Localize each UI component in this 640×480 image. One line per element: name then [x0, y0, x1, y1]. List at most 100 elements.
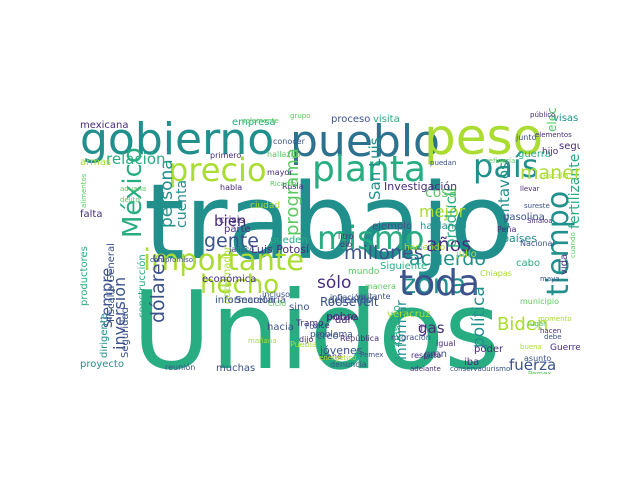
word-86: armas [80, 157, 112, 168]
word-49: visas [553, 113, 579, 124]
word-109: respeto [411, 351, 442, 360]
word-16: acuerdo [409, 248, 486, 270]
word-127: alimentos [80, 173, 88, 208]
word-61: gran [424, 349, 447, 360]
word-88: Tramo [296, 319, 324, 329]
word-103: Guerrero [550, 343, 580, 353]
word-64: hacia [267, 322, 294, 333]
word-140: hallazgo [267, 150, 301, 159]
word-99: Puebla [290, 340, 317, 349]
word-150: Pemex [528, 370, 552, 375]
word-120: hacen [540, 327, 562, 335]
word-52: gasolina [503, 212, 545, 223]
word-71: información [215, 295, 275, 306]
word-132: primera [327, 313, 359, 322]
word-105: adelante [410, 365, 441, 373]
word-36: cosa [425, 185, 458, 201]
word-93: primero [210, 151, 242, 160]
word-0: trabajo [144, 161, 514, 283]
word-7: precio [168, 151, 267, 189]
word-130: migración [391, 333, 431, 342]
word-47: visita [373, 114, 400, 125]
word-107: denuncia [330, 360, 367, 369]
word-90: Jalisco [229, 245, 255, 254]
word-125: delito [120, 196, 140, 204]
word-76: problema [310, 330, 353, 340]
word-70: Secretaría [235, 295, 287, 306]
word-87: productores [80, 246, 90, 306]
word-43: Investigación [384, 180, 458, 193]
word-97: pueden [270, 235, 308, 246]
word-19: gente [204, 230, 259, 252]
word-55: ejemplo [372, 221, 413, 232]
word-10: hecho [200, 270, 280, 300]
word-147: energético [319, 354, 357, 362]
word-37: bien [214, 212, 247, 230]
word-28: fuerza [509, 356, 557, 374]
word-67: proyecto [80, 359, 124, 370]
word-142: Pemex [360, 351, 384, 359]
word-152: cuando [569, 232, 577, 258]
word-148: mañana [248, 337, 277, 345]
word-45: empresa [232, 117, 276, 128]
word-46: proceso [331, 114, 371, 125]
word-40: Roosevelt [320, 295, 379, 309]
word-145: municipio [520, 297, 559, 306]
word-12: toda [399, 263, 481, 304]
word-116: llevar [520, 185, 540, 193]
word-23: manera [520, 162, 580, 184]
word-26: años [426, 234, 472, 256]
word-8: importante [143, 243, 305, 277]
word-2: gobierno [80, 114, 275, 165]
word-50: seguir [559, 141, 580, 152]
word-138: público [530, 111, 556, 119]
word-92: habla [220, 183, 243, 192]
word-82: dar [335, 315, 352, 326]
word-110: igual [436, 339, 456, 348]
word-42: Fiscalía General [106, 243, 117, 322]
word-137: litro [338, 232, 354, 241]
word-122: visitante [356, 292, 391, 301]
word-155: Fox [305, 322, 319, 331]
word-75: veracruz [387, 309, 431, 320]
word-115: Peña [497, 225, 517, 234]
word-1: Unidos [132, 269, 501, 375]
word-153: solamente [242, 117, 279, 125]
word-72: construcción [137, 254, 148, 318]
word-27: política [469, 286, 489, 348]
word-118: Sinaloa [527, 217, 553, 225]
word-112: elementos [535, 131, 572, 139]
word-77: Siguiente [380, 261, 428, 272]
word-133: viene [320, 352, 342, 361]
word-89: sino [289, 302, 310, 313]
word-149: lugar [528, 320, 546, 328]
word-139: grupo [290, 112, 311, 120]
word-117: sureste [524, 202, 550, 210]
word-25: relación [106, 150, 166, 168]
word-102: asunto [524, 354, 552, 363]
word-96: Rusia [282, 182, 304, 191]
word-21: programa [282, 148, 303, 236]
word-129: inflación [330, 293, 364, 302]
word-57: mundo [348, 267, 380, 277]
word-83: parte [224, 224, 251, 235]
word-53: hablando [420, 221, 467, 232]
word-5: planta [312, 149, 426, 190]
word-48: mexicana [80, 120, 129, 131]
word-154: ciclo [268, 299, 287, 308]
word-41: Luis Potosí [251, 243, 309, 256]
word-74: detenido [328, 295, 373, 306]
word-95: mayor [267, 168, 293, 177]
word-20: Biden [497, 314, 549, 335]
word-94: conocer [273, 137, 305, 146]
word-6: país [473, 147, 539, 185]
word-151: refinería [486, 157, 516, 165]
word-111: junto [516, 133, 537, 142]
word-18: millones [344, 242, 424, 264]
word-113: hijo [542, 147, 559, 157]
word-100: Chiapas [480, 269, 512, 278]
word-124: aduana [120, 185, 147, 193]
word-98: ir [418, 324, 425, 334]
word-80: cabo [516, 258, 541, 269]
word-cloud: trabajo Unidos gobierno pueblo peso planta paí… [80, 108, 580, 374]
